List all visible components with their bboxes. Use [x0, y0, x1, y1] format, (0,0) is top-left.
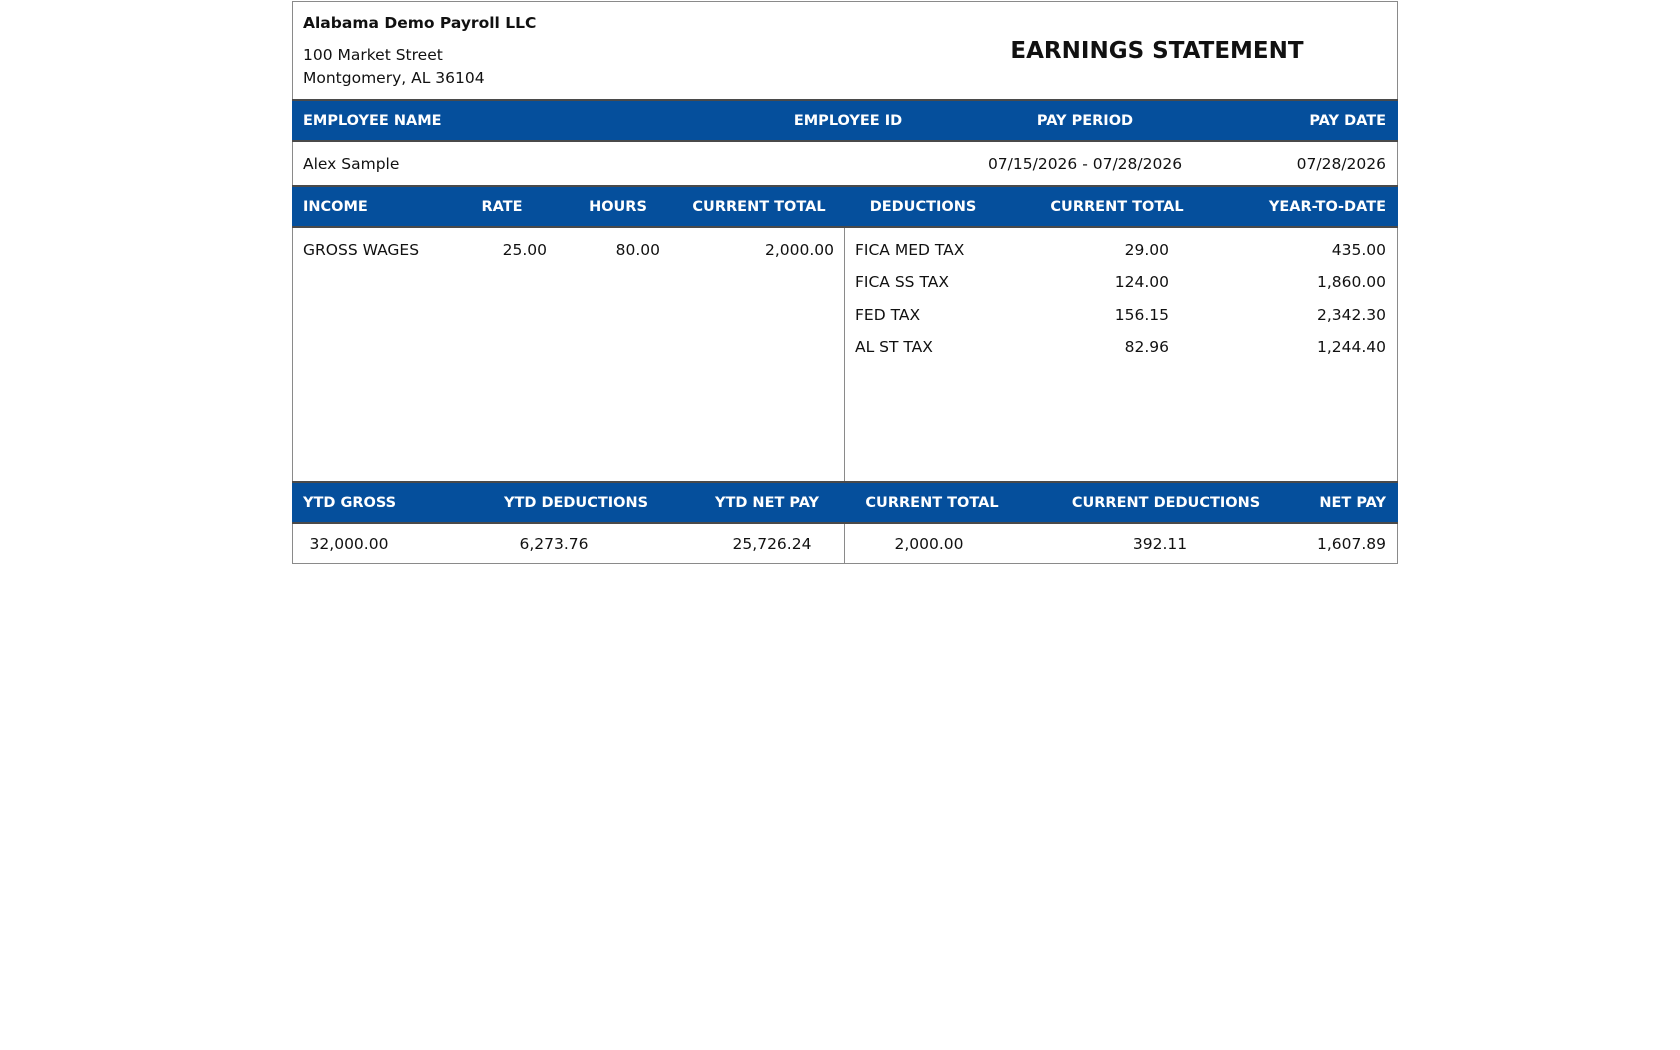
income-cell: 25.00 [502, 241, 547, 259]
income-cell: 80.00 [615, 241, 660, 259]
column-header: EMPLOYEE ID [793, 113, 903, 129]
deduction-cell: 435.00 [1331, 241, 1386, 259]
deduction-cell: AL ST TAX [855, 337, 933, 356]
deduction-cell: 156.15 [1114, 305, 1169, 324]
column-header: RATE [481, 199, 523, 215]
deduction-cell: FICA SS TAX [855, 273, 949, 292]
deduction-cell: 1,244.40 [1316, 337, 1386, 356]
statement-title: EARNINGS STATEMENT [1010, 38, 1304, 64]
company-address: 100 Market Street [303, 46, 443, 64]
column-header: PAY DATE [1309, 113, 1386, 129]
column-header: CURRENT TOTAL [692, 199, 826, 215]
deduction-cell: FICA MED TAX [855, 241, 965, 259]
summary-header: CURRENT DEDUCTIONS [1071, 495, 1261, 511]
deduction-cell: 2,342.30 [1316, 305, 1386, 324]
deduction-cell: 124.00 [1114, 273, 1169, 292]
summary-header: YTD GROSS [303, 495, 397, 511]
header-band [292, 99, 1398, 142]
column-header: PAY PERIOD [1036, 113, 1134, 129]
deduction-cell: FED TAX [855, 305, 921, 324]
statement-border [292, 1, 1398, 564]
deduction-cell: 29.00 [1124, 241, 1169, 259]
summary-value: 1,607.89 [1316, 535, 1386, 553]
column-divider [844, 228, 845, 481]
header-band [292, 185, 1398, 228]
column-divider [844, 524, 845, 563]
summary-value: 6,273.76 [519, 535, 589, 553]
income-cell: 2,000.00 [764, 241, 834, 259]
pay-date: 07/28/2026 [1296, 155, 1386, 173]
column-header: HOURS [589, 199, 647, 215]
company-name: Alabama Demo Payroll LLC [303, 14, 537, 32]
income-cell: GROSS WAGES [303, 241, 420, 259]
deduction-cell: 82.96 [1124, 337, 1169, 356]
column-header: YEAR-TO-DATE [1268, 199, 1386, 215]
column-header: CURRENT TOTAL [1050, 199, 1184, 215]
summary-value: 32,000.00 [309, 535, 389, 553]
pay-period: 07/15/2026 - 07/28/2026 [987, 155, 1183, 173]
employee-name: Alex Sample [303, 155, 400, 173]
summary-header: NET PAY [1319, 495, 1386, 511]
company-address: Montgomery, AL 36104 [303, 69, 485, 87]
summary-header: YTD NET PAY [714, 495, 820, 511]
summary-value: 392.11 [1132, 535, 1188, 553]
column-header: EMPLOYEE NAME [303, 113, 442, 129]
summary-header: YTD DEDUCTIONS [503, 495, 649, 511]
deduction-cell: 1,860.00 [1316, 273, 1386, 292]
column-header: INCOME [303, 199, 368, 215]
summary-value: 2,000.00 [894, 535, 964, 553]
summary-header: CURRENT TOTAL [865, 495, 999, 511]
column-header: DEDUCTIONS [869, 199, 977, 215]
header-band [292, 481, 1398, 524]
summary-value: 25,726.24 [732, 535, 812, 553]
